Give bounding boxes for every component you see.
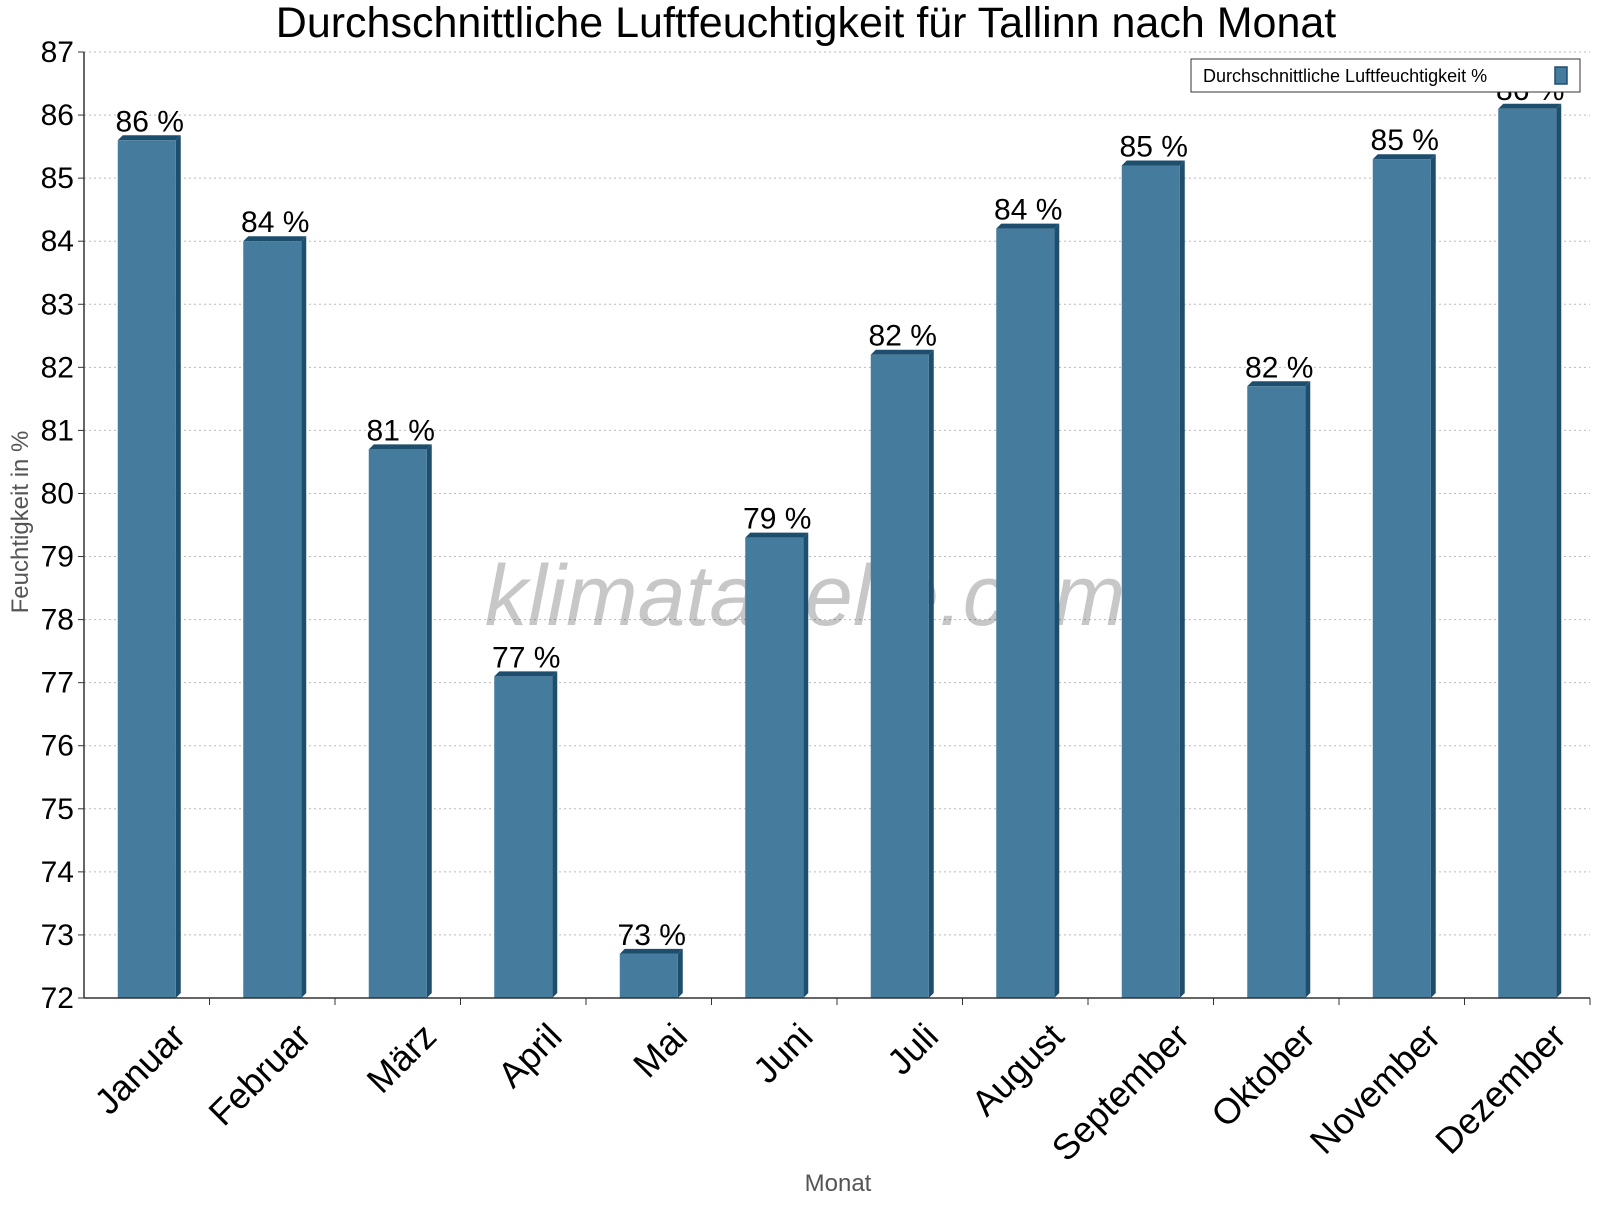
bar-value-label: 81 % <box>367 414 435 447</box>
bar-front <box>870 354 929 999</box>
bar-side <box>1054 223 1060 998</box>
bar-value-label: 86 % <box>116 105 184 138</box>
bar <box>745 532 809 998</box>
legend-label: Durchschnittliche Luftfeuchtigkeit % <box>1203 66 1487 86</box>
bar-front <box>368 449 427 998</box>
bar-value-label: 85 % <box>1120 131 1188 164</box>
y-tick-label: 77 <box>41 667 74 700</box>
bar-top <box>745 532 809 538</box>
bar-top <box>619 948 683 954</box>
bar-side <box>426 444 432 998</box>
bars <box>117 103 1562 999</box>
legend-box <box>1190 58 1581 93</box>
bar-side <box>1305 381 1311 999</box>
bar <box>619 948 683 998</box>
bar-side <box>803 532 809 998</box>
bar-side <box>1179 160 1185 998</box>
bar-front <box>745 537 804 998</box>
bar-top <box>117 135 181 141</box>
bar <box>243 236 307 998</box>
bar-front <box>117 140 176 998</box>
bar-value-label: 84 % <box>994 194 1062 227</box>
y-tick-label: 79 <box>41 541 74 574</box>
bar <box>117 135 181 998</box>
axes <box>78 51 1591 1005</box>
y-axis-label: Feuchtigkeit in % <box>7 431 34 614</box>
y-tick-label: 72 <box>41 982 74 1015</box>
bar-front <box>996 228 1055 998</box>
grid-lines <box>84 51 1590 936</box>
bar-top <box>1121 160 1185 166</box>
bar <box>494 671 558 998</box>
y-tick-label: 74 <box>41 856 74 889</box>
y-tick-label: 84 <box>41 225 74 258</box>
bar-side <box>175 135 181 998</box>
y-tick-labels: 72 73 74 75 76 77 78 79 80 81 82 83 84 85 86 87 <box>41 36 74 1015</box>
bar-value-label: 85 % <box>1371 124 1439 157</box>
y-tick-label: 78 <box>41 604 74 637</box>
bar-side <box>928 349 934 999</box>
y-tick-label: 82 <box>41 351 74 384</box>
y-tick-label: 80 <box>41 477 74 510</box>
bar-front <box>619 953 678 998</box>
y-tick-label: 76 <box>41 730 74 763</box>
bar-value-label: 84 % <box>241 206 309 239</box>
y-tick-label: 85 <box>41 162 74 195</box>
y-tick-label: 81 <box>41 414 74 447</box>
bar-front <box>1247 386 1306 999</box>
bar-top <box>1247 381 1311 387</box>
bar <box>870 349 934 999</box>
bar-side <box>677 948 683 998</box>
bar <box>368 444 432 998</box>
bar <box>1372 154 1436 999</box>
bar-value-label: 73 % <box>618 919 686 952</box>
data-labels: 86 % 84 % 81 % 77 % 73 % 79 % 82 % 84 % 85 % 82 %… <box>116 74 1565 952</box>
bar-front <box>1121 165 1180 998</box>
y-tick-label: 87 <box>41 36 74 69</box>
bar-top <box>243 236 307 242</box>
bar-top <box>1498 103 1562 109</box>
bar-top <box>1372 154 1436 160</box>
bar-front <box>1372 159 1431 999</box>
y-tick-label: 73 <box>41 919 74 952</box>
bar <box>1498 103 1562 998</box>
bar-top <box>494 671 558 677</box>
bar-value-label: 82 % <box>1245 351 1313 384</box>
bar-value-label: 82 % <box>869 320 937 353</box>
legend: Durchschnittliche Luftfeuchtigkeit % <box>1190 58 1581 93</box>
bar-side <box>1430 154 1436 999</box>
y-tick-label: 86 <box>41 99 74 132</box>
bar-side <box>1556 103 1562 998</box>
legend-swatch <box>1554 66 1568 85</box>
bar-front <box>494 676 553 998</box>
bar-top <box>870 349 934 355</box>
y-tick-label: 75 <box>41 793 74 826</box>
bar <box>1247 381 1311 999</box>
bar-side <box>301 236 307 998</box>
chart-title: Durchschnittliche Luftfeuchtigkeit für T… <box>276 0 1337 47</box>
bar-value-label: 79 % <box>743 503 811 536</box>
x-axis-label: Monat <box>805 1170 872 1197</box>
bar-front <box>243 241 302 998</box>
bar-top <box>368 444 432 450</box>
bar-side <box>552 671 558 998</box>
y-tick-label: 83 <box>41 288 74 321</box>
bar-front <box>1498 108 1557 998</box>
bar <box>1121 160 1185 998</box>
bar <box>996 223 1060 998</box>
bar-value-label: 77 % <box>492 641 560 674</box>
bar-top <box>996 223 1060 229</box>
